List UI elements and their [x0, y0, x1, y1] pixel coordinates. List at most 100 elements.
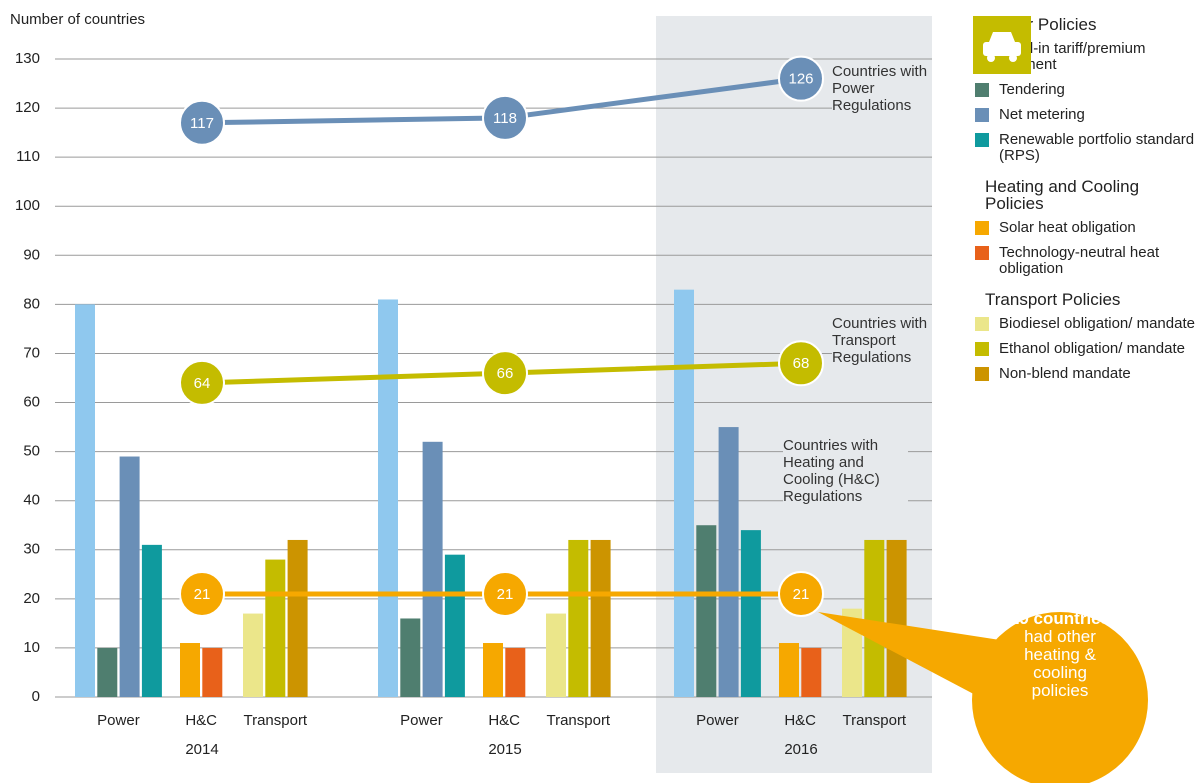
total-value: 21 — [793, 586, 810, 603]
bar — [696, 525, 717, 697]
total-marker — [482, 94, 528, 141]
bar — [674, 289, 694, 697]
y-tick-label: 120 — [15, 99, 40, 116]
y-tick-label: 30 — [23, 541, 40, 558]
bar — [718, 427, 739, 697]
total-marker — [482, 570, 528, 617]
legend-label: Renewable portfolio standard (RPS) — [999, 131, 1195, 164]
legend-swatch — [975, 246, 989, 260]
y-tick-label: 130 — [15, 50, 40, 67]
bar — [75, 304, 95, 697]
bar — [265, 559, 286, 697]
y-tick-label: 100 — [15, 197, 40, 214]
legend-swatch — [975, 108, 989, 122]
bar — [97, 647, 118, 697]
legend-group-header: Transport Policies — [973, 16, 1198, 309]
legend-item: Biodiesel obligation/ mandate — [973, 316, 1198, 332]
total-marker — [179, 570, 225, 617]
legend-group-title: Transport Policies — [985, 290, 1121, 309]
total-marker — [482, 350, 528, 397]
y-tick-label: 50 — [23, 443, 40, 460]
bar — [180, 643, 200, 697]
y-tick-label: 40 — [23, 492, 40, 509]
legend-label: Net metering — [999, 106, 1085, 123]
bar — [590, 539, 611, 697]
total-marker — [778, 340, 824, 387]
year-label: 2016 — [784, 741, 817, 758]
x-tick-label: Transport — [842, 712, 906, 729]
callout-text: 29 countries — [1009, 609, 1111, 628]
total-label: Countries with Power Regulations — [832, 63, 932, 114]
group-icon — [973, 16, 1031, 74]
y-tick-label: 20 — [23, 590, 40, 607]
y-axis-label: Number of countries — [10, 11, 145, 28]
legend-swatch — [975, 342, 989, 356]
legend-label: Ethanol obligation/ mandate — [999, 340, 1185, 357]
callout-text: had other — [1024, 627, 1096, 646]
callout-text: heating & — [1024, 645, 1096, 664]
bar — [568, 539, 589, 697]
total-value: 66 — [497, 365, 514, 382]
total-value: 118 — [493, 110, 517, 127]
legend-swatch — [975, 133, 989, 147]
bar — [287, 539, 308, 697]
total-value: 21 — [194, 586, 211, 603]
x-tick-label: H&C — [784, 712, 816, 729]
total-label: Countries with Transport Regulations — [832, 315, 932, 366]
x-tick-label: Transport — [546, 712, 610, 729]
legend-swatch — [975, 221, 989, 235]
y-tick-label: 10 — [23, 639, 40, 656]
legend-swatch — [975, 367, 989, 381]
year-label: 2015 — [488, 741, 521, 758]
total-value: 64 — [194, 375, 211, 392]
legend-item: Solar heat obligation — [973, 220, 1198, 236]
x-tick-label: Power — [97, 712, 140, 729]
bar — [378, 299, 398, 697]
bar — [141, 544, 162, 697]
total-value: 117 — [190, 115, 214, 132]
total-label: Countries with Heating and Cooling (H&C)… — [783, 437, 908, 505]
bar — [864, 539, 885, 697]
legend-swatch — [975, 83, 989, 97]
bar — [400, 618, 421, 697]
legend-item: Renewable portfolio standard (RPS) — [973, 132, 1198, 164]
legend-label: Tendering — [999, 81, 1065, 98]
total-marker — [179, 99, 225, 146]
total-value: 126 — [788, 71, 813, 88]
y-tick-label: 60 — [23, 394, 40, 411]
bar — [886, 539, 907, 697]
callout-text: policies — [1031, 681, 1089, 700]
x-tick-label: Transport — [243, 712, 307, 729]
year-label: 2014 — [185, 741, 218, 758]
bar — [444, 554, 465, 697]
x-tick-label: H&C — [488, 712, 520, 729]
bar — [483, 643, 503, 697]
callout-text: cooling — [1033, 663, 1087, 682]
legend-item: Net metering — [973, 107, 1198, 123]
y-tick-label: 0 — [32, 688, 40, 705]
legend-label: Biodiesel obligation/ mandate — [999, 315, 1195, 332]
callout-bubble — [972, 612, 1148, 783]
legend-group-header: Heating and Cooling Policies — [973, 16, 1198, 212]
total-value: 68 — [793, 355, 810, 372]
bar — [243, 613, 263, 697]
x-tick-label: Power — [400, 712, 443, 729]
bar — [740, 530, 761, 697]
bar — [422, 441, 443, 697]
total-marker — [778, 570, 824, 617]
y-tick-label: 110 — [16, 148, 40, 165]
total-value: 21 — [497, 586, 514, 603]
callout: 29 countries had other heating & cooling pol… — [968, 610, 1152, 700]
bar — [202, 647, 223, 697]
legend-item: Ethanol obligation/ mandate — [973, 341, 1198, 357]
x-tick-label: Power — [696, 712, 739, 729]
legend-label: Non-blend mandate — [999, 365, 1131, 382]
legend-label: Solar heat obligation — [999, 219, 1136, 236]
legend-item: Tendering — [973, 82, 1198, 98]
legend: Power PoliciesFeed-in tariff/premium pay… — [973, 16, 1198, 391]
y-tick-label: 70 — [23, 344, 40, 361]
y-tick-label: 80 — [23, 295, 40, 312]
legend-swatch — [975, 317, 989, 331]
